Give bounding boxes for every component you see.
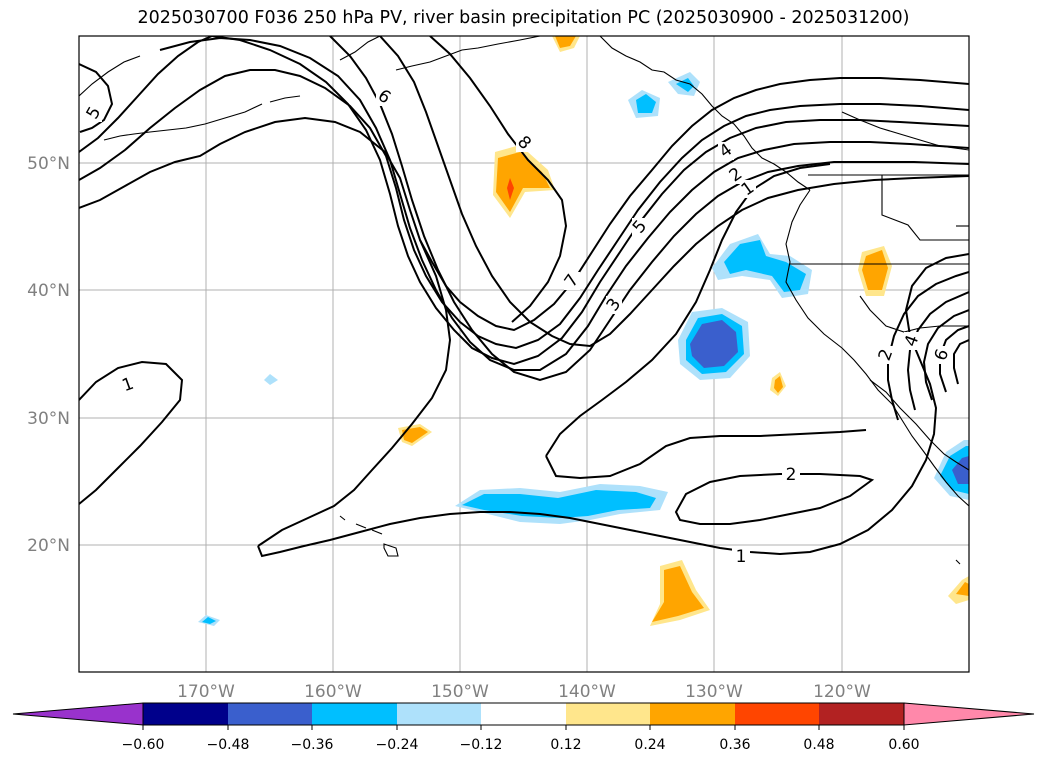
precip-positive-area: [948, 576, 969, 604]
precip-negative-area: [636, 94, 656, 113]
lon-label: 130°W: [685, 682, 743, 702]
colorbar-segment: [312, 703, 397, 725]
colorbar-tick-label: −0.48: [207, 737, 250, 753]
lat-label: 50°N: [27, 154, 70, 174]
colorbar-tick-label: −0.12: [460, 737, 503, 753]
lat-label: 20°N: [27, 536, 70, 556]
pv-contours: [79, 36, 969, 558]
lon-label: 150°W: [431, 682, 489, 702]
colorbar-tick-label: 0.24: [634, 737, 665, 753]
precip-positive-area: [652, 566, 704, 622]
map-title: 2025030700 F036 250 hPa PV, river basin …: [137, 8, 910, 28]
longitude-labels: 170°W 160°W 150°W 140°W 130°W 120°W: [177, 682, 871, 702]
precip-negative-area: [264, 374, 278, 385]
map-frame: [78, 35, 970, 673]
lat-label: 30°N: [27, 409, 70, 429]
precip-positive-area: [507, 178, 514, 200]
precip-negative-area: [690, 320, 738, 368]
colorbar-tick-label: 0.60: [888, 737, 919, 753]
precip-negative-area: [462, 490, 656, 518]
precip-negative-area: [676, 78, 694, 92]
colorbar-segment: [650, 703, 735, 725]
colorbar-tick-label: −0.36: [291, 737, 334, 753]
precip-negative-area: [724, 240, 806, 292]
colorbar-tick-label: 0.12: [550, 737, 581, 753]
colorbar-segment: [566, 703, 650, 725]
latitude-labels: 50°N 40°N 30°N 20°N: [27, 154, 70, 556]
lat-label: 40°N: [27, 281, 70, 301]
colorbar-segment: [397, 703, 481, 725]
gridlines: [79, 36, 969, 672]
contour-label-masks: [86, 88, 950, 566]
colorbar-segment: [735, 703, 819, 725]
lon-label: 170°W: [177, 682, 235, 702]
colorbar-tick-label: −0.24: [376, 737, 419, 753]
colorbar-segment: [228, 703, 312, 725]
precip-positive-area: [496, 152, 550, 212]
colorbar-extend-low: [12, 702, 144, 726]
colorbar-tick-label: −0.60: [122, 737, 165, 753]
precip-positive-area: [774, 376, 783, 393]
contour-label: 2: [786, 465, 797, 485]
colorbar-segment: [143, 703, 228, 725]
colorbar-extend-high: [903, 702, 1035, 726]
lon-label: 140°W: [558, 682, 616, 702]
precip-positive-area: [555, 36, 576, 48]
colorbar-segment: [819, 703, 904, 725]
precip-negative-area: [202, 617, 216, 624]
contour-label: 1: [736, 547, 747, 567]
colorbar-tick-label: 0.36: [719, 737, 750, 753]
precip-positive-area: [862, 250, 888, 290]
colorbar-segment: [481, 703, 566, 725]
precip-negative-area: [952, 456, 969, 484]
colorbar-ticks: [142, 725, 905, 730]
lon-label: 160°W: [304, 682, 362, 702]
colorbar-tick-label: 0.48: [803, 737, 834, 753]
precip-positive-area: [402, 427, 428, 443]
lon-label: 120°W: [813, 682, 871, 702]
colorbar-outline: [142, 702, 905, 726]
colorbar: −0.60 −0.48 −0.36 −0.24 −0.12 0.12 0.24 …: [12, 702, 1035, 753]
precip-positive-area: [956, 582, 969, 596]
precip-shading: [198, 36, 969, 626]
coastlines: [79, 36, 969, 565]
